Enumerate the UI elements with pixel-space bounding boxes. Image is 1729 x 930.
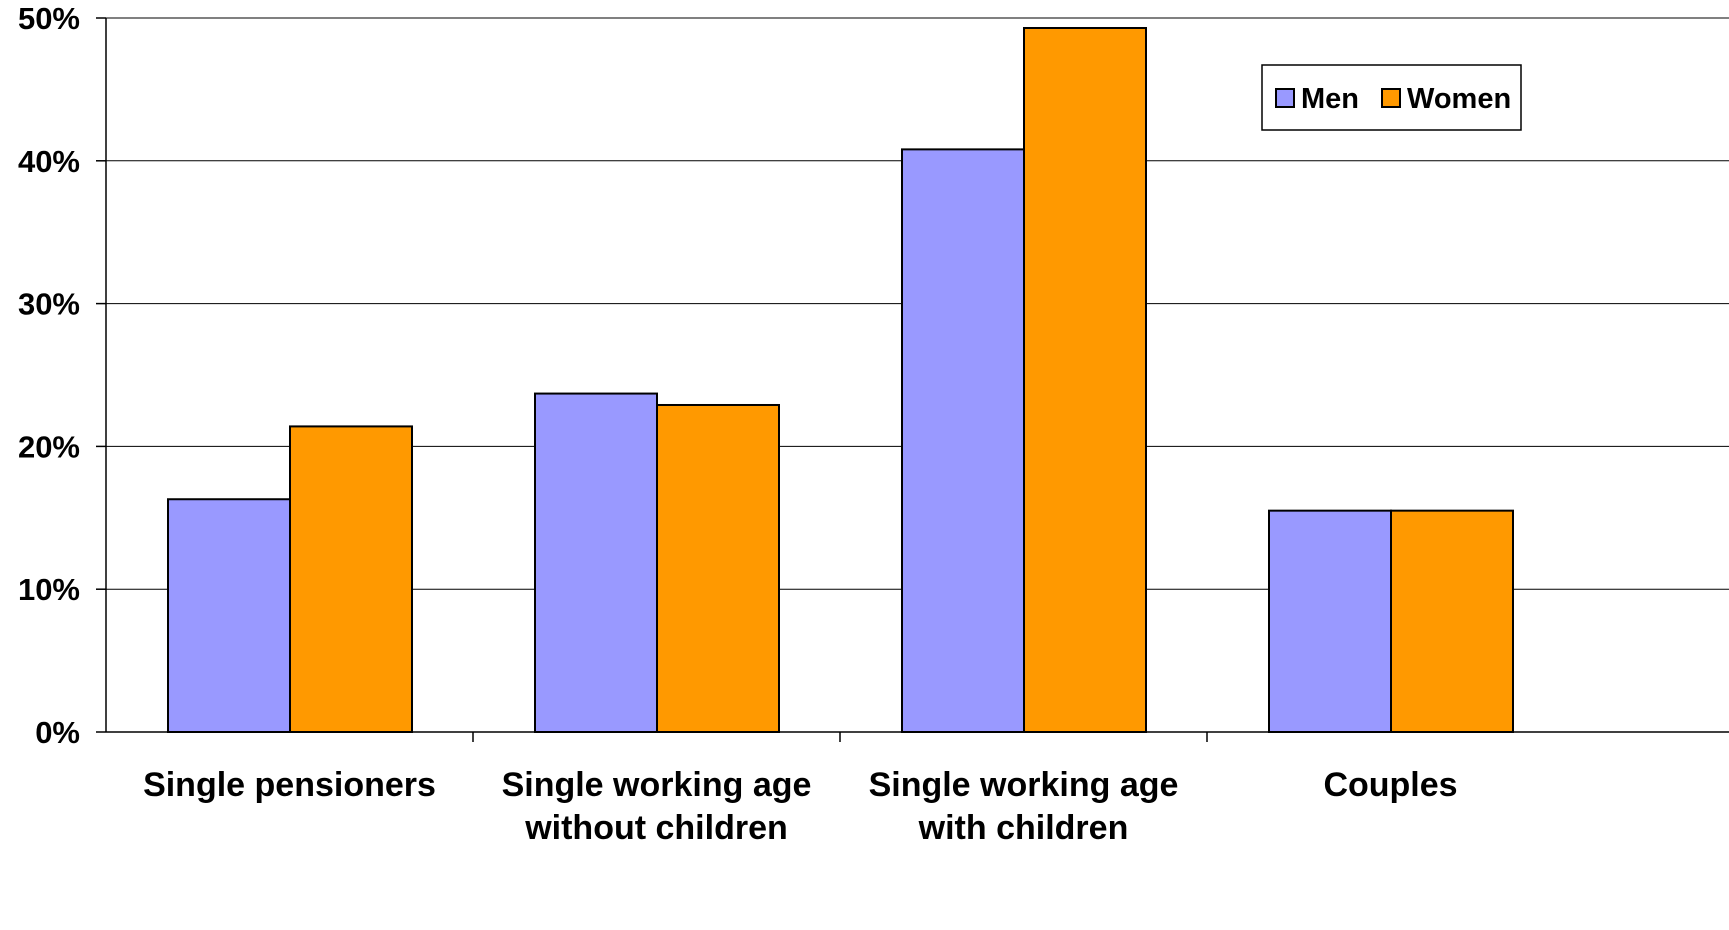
bar-men-3: [901, 148, 1025, 734]
bar-men-2: [534, 392, 658, 733]
x-category-label: without children: [524, 809, 788, 847]
y-tick-label: 30%: [18, 287, 80, 322]
legend-label-women: Women: [1407, 83, 1511, 115]
x-category-label: Couples: [1323, 766, 1457, 804]
x-category-label: with children: [918, 809, 1129, 847]
x-category-label: Single working age: [869, 766, 1179, 804]
legend-swatch-women: [1381, 88, 1401, 108]
x-axis-category-labels: Single pensioners Single working age witho…: [143, 766, 1457, 847]
y-tick-label: 50%: [18, 1, 80, 36]
y-tick-label: 10%: [18, 572, 80, 607]
y-tick-label: 20%: [18, 429, 80, 464]
x-category-label: Single pensioners: [143, 766, 436, 804]
bars: [167, 26, 1514, 734]
x-category-label: Single working age: [502, 766, 812, 804]
legend-label-men: Men: [1301, 83, 1359, 115]
bar-women-4: [1390, 509, 1514, 733]
legend-swatch-men: [1275, 88, 1295, 108]
axes: [96, 17, 1729, 742]
bar-men-1: [167, 498, 291, 733]
y-axis-tick-labels: 0% 10% 20% 30% 40% 50%: [18, 1, 80, 750]
bar-women-1: [289, 425, 413, 733]
y-tick-label: 0%: [35, 715, 80, 750]
bar-women-3: [1023, 26, 1147, 734]
bar-men-4: [1268, 509, 1392, 733]
legend: Men Women: [1261, 64, 1522, 131]
y-tick-label: 40%: [18, 144, 80, 179]
bar-women-2: [656, 403, 780, 733]
